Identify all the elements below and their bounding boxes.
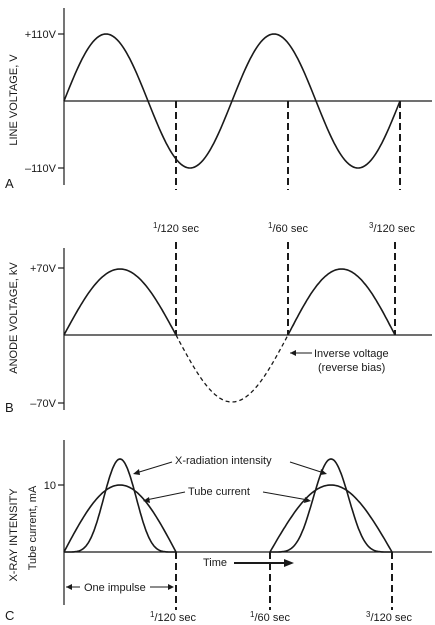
bottom-time-mark-1-120: 1/120 sec (150, 610, 197, 624)
panel-a-tick-top-label: +110V (25, 29, 57, 41)
time-arrowhead (284, 559, 294, 567)
time-mark-1-120: 1/120 sec (153, 221, 200, 235)
panel-b-y-axis-title: ANODE VOLTAGE, kV (8, 262, 20, 374)
time-mark-3-120: 3/120 sec (369, 221, 416, 235)
panel-c-letter: C (5, 608, 14, 623)
time-axis-label: Time (203, 557, 227, 569)
panel-b: ANODE VOLTAGE, kV B +70V –70V Inverse vo… (5, 242, 432, 415)
impulse-arrowhead-right (168, 584, 174, 590)
time-mark-1-60: 1/60 sec (268, 221, 308, 235)
tube-current-curve (63, 484, 393, 553)
inverse-voltage-arrowhead (290, 350, 296, 356)
panel-c-y-axis-subtitle: Tube current, mA (27, 485, 39, 570)
tube-arrow-right (262, 491, 309, 501)
xray-arrowhead-right (320, 469, 327, 475)
panel-a-letter: A (5, 176, 14, 191)
panel-c-y-axis-title: X-RAY INTENSITY (8, 488, 20, 582)
one-impulse-label: One impulse (84, 582, 146, 594)
reverse-bias-label: (reverse bias) (318, 362, 385, 374)
tube-current-label: Tube current (188, 486, 250, 498)
x-radiation-intensity-curve (64, 458, 392, 553)
inverse-voltage-label: Inverse voltage (314, 348, 389, 360)
time-label-backdrop (200, 555, 240, 569)
bottom-time-mark-1-60: 1/60 sec (250, 610, 290, 624)
panel-c-tick-10-label: 10 (44, 480, 56, 492)
time-marks-top: 1/120 sec 1/60 sec 3/120 sec (153, 221, 416, 235)
panel-b-tick-bottom-label: –70V (30, 398, 56, 410)
tube-arrow-left (145, 491, 186, 501)
xray-arrowhead-left (133, 469, 140, 475)
line-voltage-sine-wave (63, 33, 401, 169)
x-radiation-intensity-label: X-radiation intensity (175, 455, 272, 467)
tube-arrowhead-right (304, 497, 311, 503)
bottom-time-mark-3-120: 3/120 sec (366, 610, 413, 624)
panel-a: LINE VOLTAGE, V A +110V –110V (5, 8, 432, 191)
tube-arrowhead-left (143, 497, 150, 503)
panel-b-letter: B (5, 400, 14, 415)
panel-b-tick-top-label: +70V (30, 263, 57, 275)
xray-arrow-right (289, 461, 325, 474)
anode-voltage-half-waves (63, 268, 396, 336)
panel-a-tick-bottom-label: –110V (25, 163, 57, 175)
panel-c: X-RAY INTENSITY Tube current, mA C 10 X-… (5, 440, 432, 624)
inverse-voltage-dashed-wave (175, 334, 289, 403)
xray-arrow-left (135, 461, 173, 474)
panel-a-y-axis-title: LINE VOLTAGE, V (8, 54, 20, 146)
